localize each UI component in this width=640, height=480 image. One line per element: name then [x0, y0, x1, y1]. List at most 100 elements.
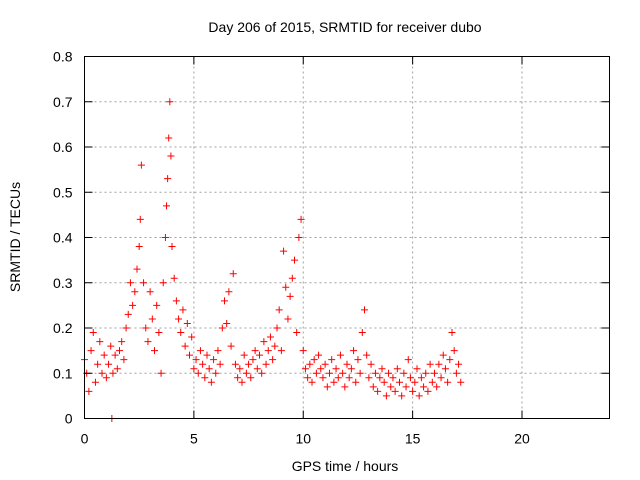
data-point — [137, 161, 145, 169]
data-point — [247, 374, 255, 382]
x-tick-labels: 0 5 10 15 20 — [81, 431, 530, 447]
data-point — [376, 374, 384, 382]
data-point — [404, 356, 412, 364]
data-point — [167, 152, 175, 160]
data-point — [181, 342, 189, 350]
y-tick-label: 0.7 — [53, 94, 73, 110]
data-point — [253, 365, 261, 373]
data-point — [431, 369, 438, 377]
data-point — [157, 369, 165, 377]
data-point — [109, 369, 117, 377]
data-point — [275, 306, 283, 314]
data-point — [356, 369, 364, 377]
data-point — [439, 351, 447, 359]
data-point — [358, 329, 366, 337]
data-point — [367, 360, 375, 368]
y-tick-label: 0.8 — [53, 49, 73, 65]
data-point — [286, 292, 294, 300]
data-point — [415, 392, 423, 400]
data-point — [280, 247, 288, 255]
data-point — [343, 360, 351, 368]
data-point — [406, 374, 414, 382]
data-point — [315, 351, 323, 359]
data-point — [273, 324, 281, 332]
data-point — [433, 383, 441, 391]
data-point — [326, 369, 333, 377]
data-point — [227, 342, 235, 350]
data-point — [345, 374, 353, 382]
data-point — [175, 315, 183, 323]
data-point — [210, 356, 218, 364]
data-point — [126, 279, 134, 287]
data-point — [196, 347, 204, 355]
data-point — [240, 351, 248, 359]
data-point — [188, 333, 196, 341]
data-point — [212, 369, 220, 377]
data-point — [446, 356, 454, 364]
data-point — [165, 134, 173, 142]
data-point — [402, 383, 410, 391]
data-point — [203, 351, 211, 359]
data-point — [94, 360, 102, 368]
data-point — [120, 356, 128, 364]
data-point — [398, 392, 406, 400]
data-point — [308, 378, 316, 386]
data-point — [293, 329, 301, 337]
data-point — [312, 369, 320, 377]
data-point — [159, 279, 167, 287]
data-point — [146, 288, 154, 296]
data-point — [163, 202, 171, 210]
data-point — [350, 347, 358, 355]
data-point — [258, 369, 266, 377]
data-point — [131, 288, 139, 296]
data-point — [332, 365, 340, 373]
data-point — [354, 356, 362, 364]
y-tick-labels: 0 0.1 0.2 0.3 0.4 0.5 0.6 0.7 0.8 — [53, 49, 73, 427]
data-point — [102, 374, 110, 382]
data-point — [378, 365, 386, 373]
data-point — [236, 365, 244, 373]
data-point — [347, 365, 355, 373]
data-point — [380, 378, 388, 386]
y-tick-label: 0.3 — [53, 275, 73, 291]
data-point — [166, 98, 174, 106]
data-point — [118, 338, 126, 346]
data-point — [111, 351, 119, 359]
data-point — [444, 378, 452, 386]
data-point — [207, 378, 215, 386]
y-tick-label: 0.6 — [53, 139, 73, 155]
data-point — [330, 378, 338, 386]
data-point — [153, 301, 161, 309]
data-point — [231, 360, 239, 368]
data-point — [382, 392, 390, 400]
data-point — [393, 365, 401, 373]
data-point — [201, 374, 209, 382]
data-point — [242, 369, 250, 377]
data-point — [365, 374, 373, 382]
data-point — [124, 310, 132, 318]
data-point — [387, 383, 395, 391]
data-point — [129, 301, 137, 309]
data-point — [107, 342, 115, 350]
data-point — [284, 315, 292, 323]
y-tick-label: 0.1 — [53, 365, 73, 381]
data-point — [223, 319, 231, 327]
grid-lines — [84, 56, 610, 419]
data-point — [89, 329, 97, 337]
data-point — [186, 351, 193, 359]
data-point — [245, 360, 253, 368]
data-point — [271, 342, 279, 350]
data-point — [288, 274, 296, 282]
data-point — [151, 347, 158, 355]
data-point — [266, 333, 274, 341]
data-point — [216, 360, 224, 368]
data-point — [142, 324, 150, 332]
data-point — [179, 306, 187, 314]
data-point — [199, 360, 207, 368]
data-point — [140, 279, 148, 287]
y-axis-label: SRMTID / TECUs — [7, 182, 23, 292]
data-point — [299, 347, 307, 355]
data-point — [435, 360, 443, 368]
data-point — [238, 378, 246, 386]
